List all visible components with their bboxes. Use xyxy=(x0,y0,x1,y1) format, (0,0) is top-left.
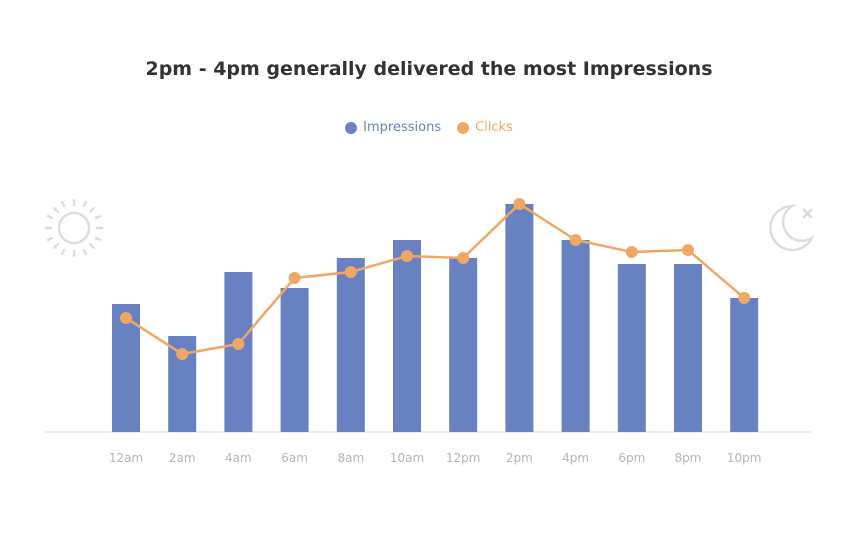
point-clicks-8am[interactable] xyxy=(344,266,357,278)
clicks-line xyxy=(125,202,746,356)
legend: Impressions Clicks xyxy=(0,120,858,135)
moon-icon xyxy=(769,204,816,252)
point-clicks-10am[interactable] xyxy=(401,250,413,262)
x-tick-label: 6am xyxy=(281,451,308,465)
point-clicks-6am[interactable] xyxy=(288,272,301,284)
bar-impressions-4pm[interactable] xyxy=(561,240,590,432)
legend-marker-clicks xyxy=(457,121,470,134)
bar-impressions-8pm[interactable] xyxy=(674,264,702,432)
point-clicks-10pm[interactable] xyxy=(738,292,751,304)
x-axis-ticks: 12am 2am 4am 6am 8am 10am 12pm 2pm 4pm 6pm 8pm 10pm xyxy=(109,451,762,465)
point-clicks-2pm[interactable] xyxy=(513,198,526,210)
legend-item-impressions[interactable]: Impressions xyxy=(345,120,441,135)
x-tick-label: 12pm xyxy=(446,451,481,465)
x-tick-label: 4am xyxy=(225,451,252,465)
bar-impressions-12pm[interactable] xyxy=(449,258,478,432)
bar-impressions-10am[interactable] xyxy=(393,240,421,432)
legend-label-impressions: Impressions xyxy=(363,120,442,135)
impressions-bars xyxy=(112,204,759,432)
x-tick-label: 6pm xyxy=(618,451,645,465)
chart-title: 2pm - 4pm generally delivered the most I… xyxy=(145,58,713,80)
bar-impressions-10pm[interactable] xyxy=(730,298,759,432)
bar-impressions-6am[interactable] xyxy=(280,288,309,432)
x-tick-label: 2pm xyxy=(506,451,533,465)
x-tick-label: 2am xyxy=(169,451,196,465)
point-clicks-4am[interactable] xyxy=(232,338,245,350)
x-tick-label: 8pm xyxy=(675,451,702,465)
x-tick-label: 4pm xyxy=(562,451,589,465)
sun-icon xyxy=(44,198,104,258)
legend-marker-impressions xyxy=(345,121,358,134)
point-clicks-8pm[interactable] xyxy=(682,244,694,256)
legend-label-clicks: Clicks xyxy=(475,120,513,135)
bar-impressions-4am[interactable] xyxy=(224,272,253,432)
x-tick-label: 10pm xyxy=(727,451,762,465)
point-clicks-2am[interactable] xyxy=(176,348,189,360)
legend-item-clicks[interactable]: Clicks xyxy=(457,120,513,135)
bar-impressions-6pm[interactable] xyxy=(617,264,646,432)
x-tick-label: 10am xyxy=(390,451,424,465)
clicks-line-layer xyxy=(120,198,751,360)
point-clicks-6pm[interactable] xyxy=(625,246,638,258)
x-tick-label: 8am xyxy=(337,451,364,465)
point-clicks-12am[interactable] xyxy=(120,312,132,324)
bar-impressions-8am[interactable] xyxy=(336,258,365,432)
bar-impressions-2pm[interactable] xyxy=(505,204,534,432)
x-tick-label: 12am xyxy=(109,451,143,465)
point-clicks-12pm[interactable] xyxy=(457,252,470,264)
point-clicks-4pm[interactable] xyxy=(569,234,582,246)
